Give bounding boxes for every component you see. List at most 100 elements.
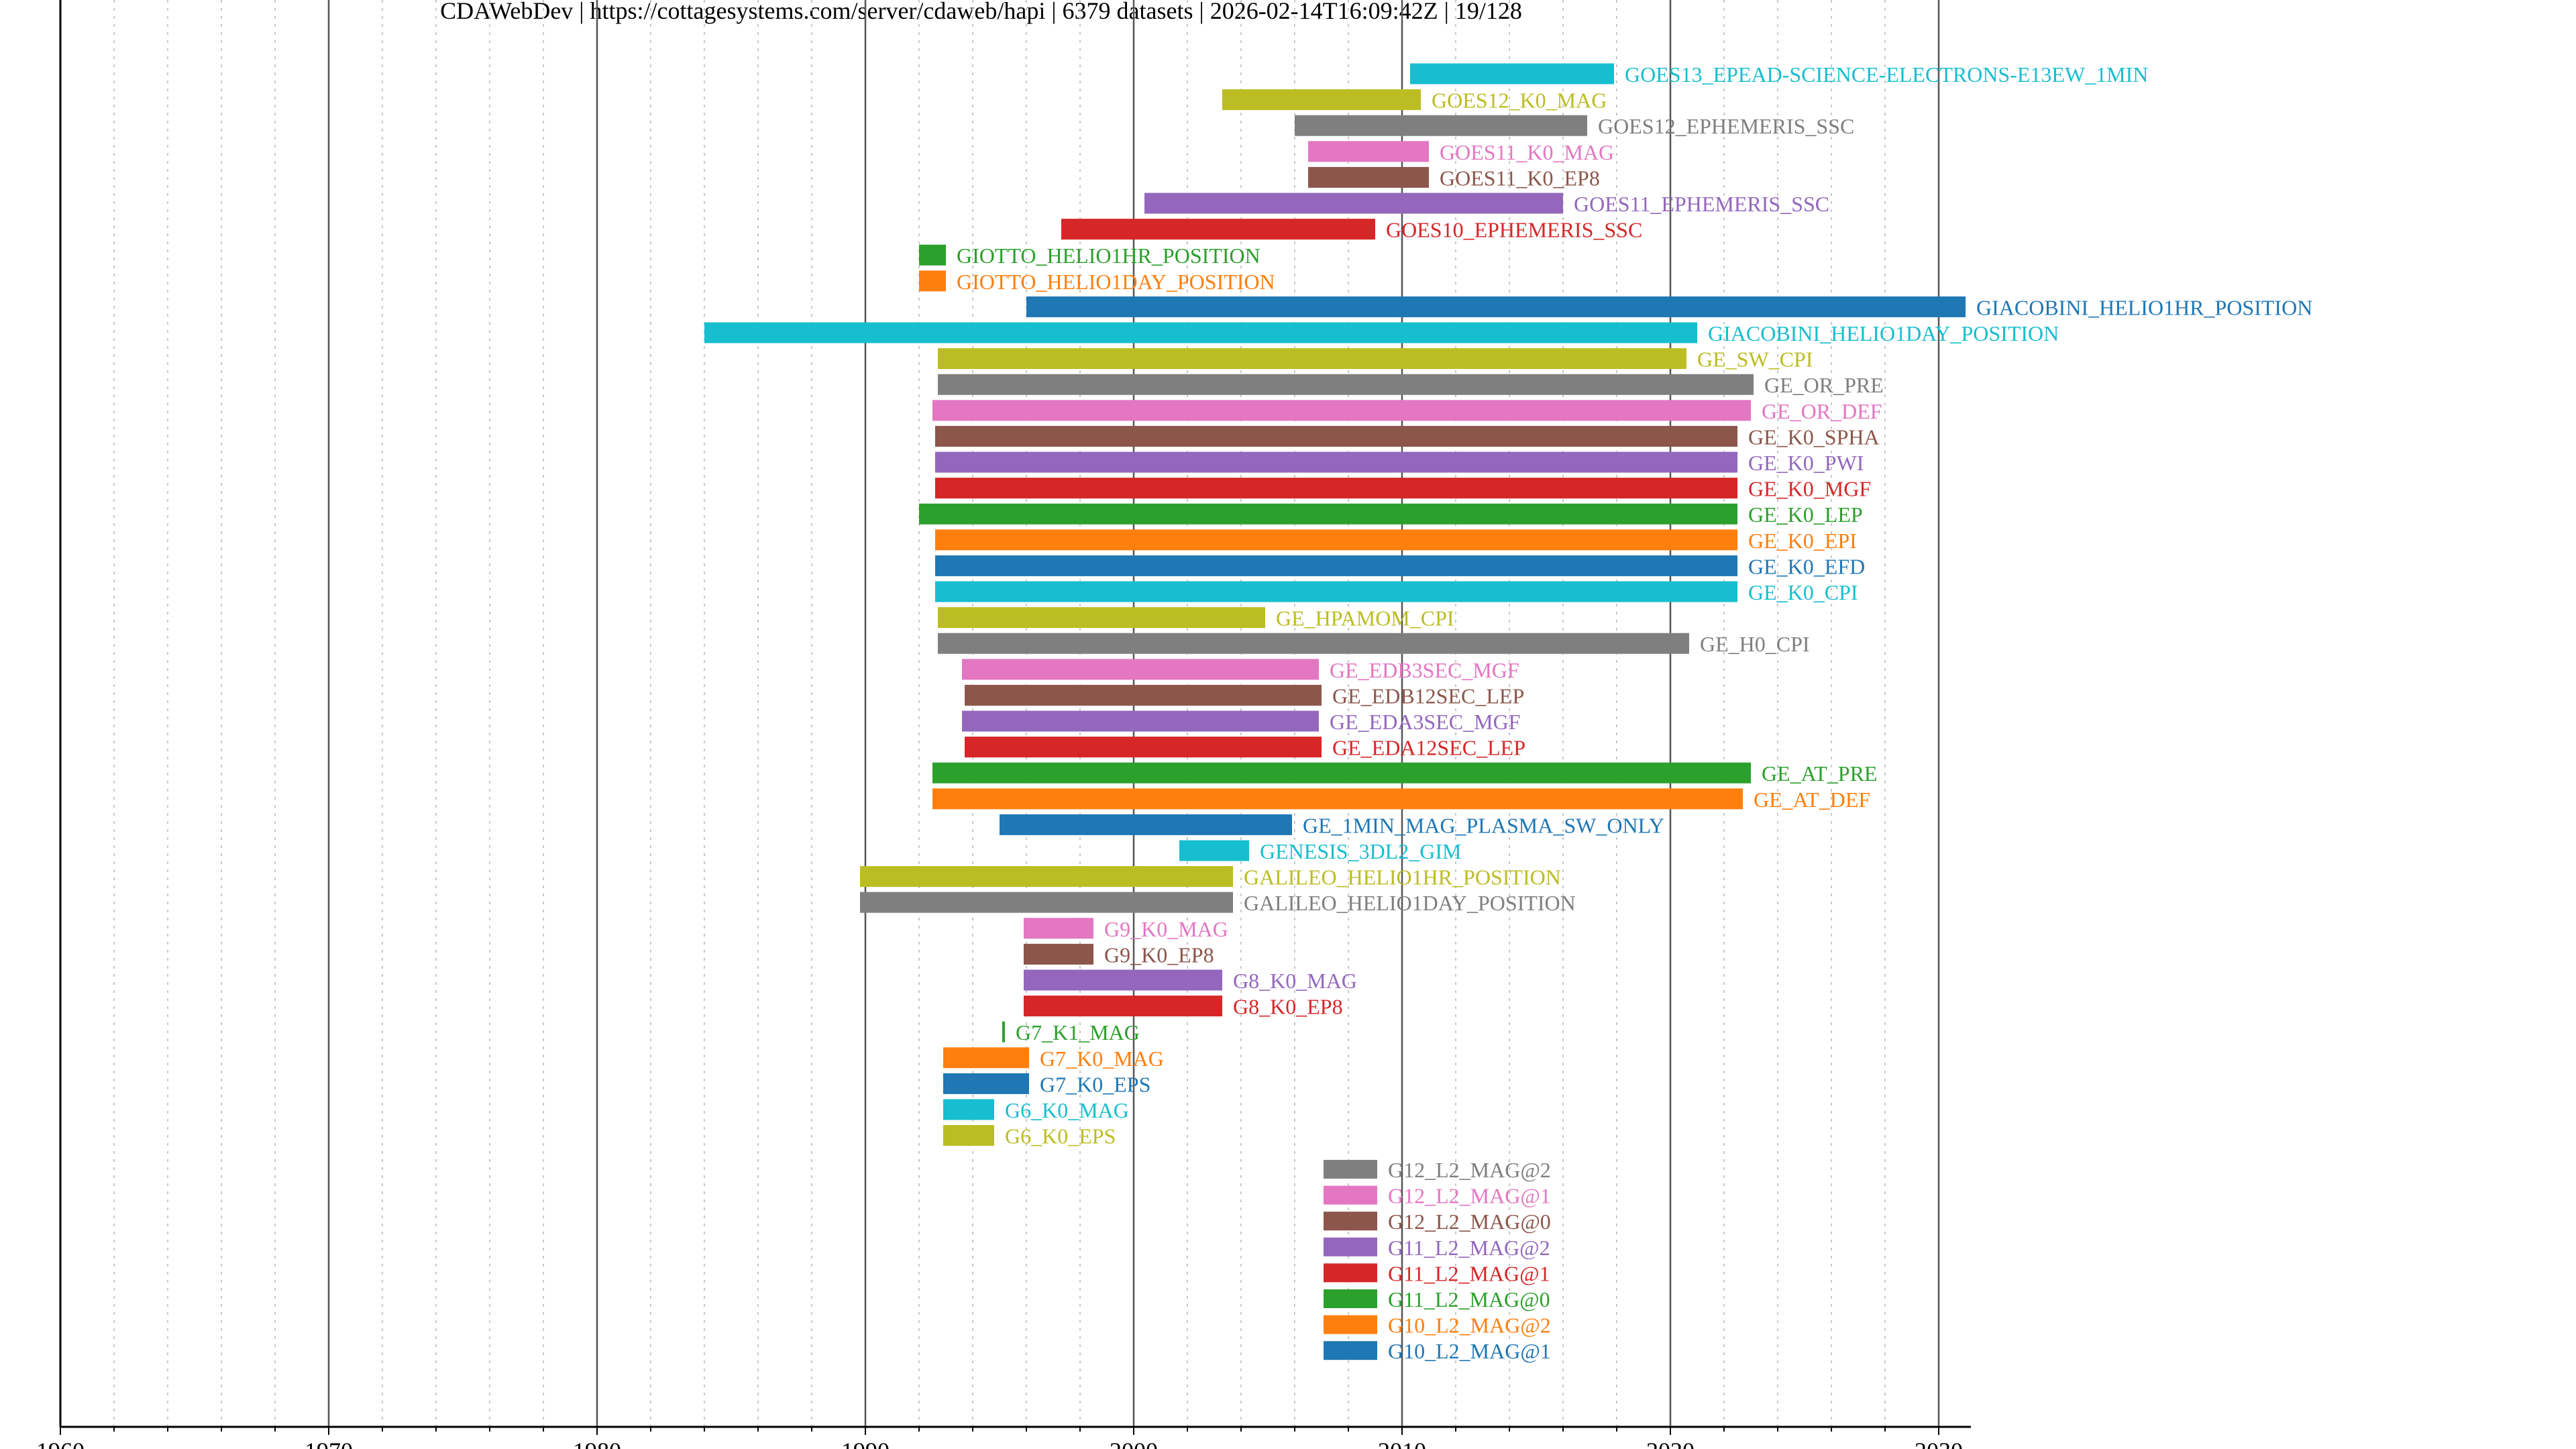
- dataset-bar[interactable]: [938, 633, 1689, 654]
- dataset-label: GENESIS_3DL2_GIM: [1260, 839, 1461, 863]
- dataset-label: GE_OR_PRE: [1764, 373, 1884, 397]
- dataset-bar[interactable]: [943, 1047, 1029, 1069]
- dataset-bar[interactable]: [1179, 840, 1249, 861]
- dataset-bar[interactable]: [860, 866, 1233, 888]
- dataset-bar[interactable]: [919, 244, 946, 266]
- x-tick-label: 1960: [36, 1438, 85, 1449]
- x-tick-label: 1970: [305, 1438, 353, 1449]
- dataset-label: G7_K0_MAG: [1040, 1046, 1164, 1071]
- dataset-label: GE_H0_CPI: [1700, 632, 1810, 656]
- dataset-bar[interactable]: [860, 892, 1233, 913]
- legend-swatch: [1324, 1315, 1377, 1334]
- dataset-label: GIACOBINI_HELIO1HR_POSITION: [1976, 295, 2312, 319]
- dataset-label: GIACOBINI_HELIO1DAY_POSITION: [1708, 321, 2059, 345]
- legend-label: G11_L2_MAG@2: [1388, 1236, 1550, 1260]
- legend: G12_L2_MAG@2G12_L2_MAG@1G12_L2_MAG@0G11_…: [1324, 1158, 1551, 1363]
- dataset-bar[interactable]: [943, 1073, 1029, 1094]
- dataset-bar[interactable]: [932, 762, 1751, 784]
- legend-swatch: [1324, 1341, 1377, 1360]
- legend-swatch: [1324, 1289, 1377, 1308]
- dataset-bar[interactable]: [965, 737, 1322, 758]
- dataset-label: G6_K0_EPS: [1005, 1124, 1116, 1148]
- dataset-bar[interactable]: [1002, 1021, 1005, 1042]
- dataset-label: GOES10_EPHEMERIS_SSC: [1386, 218, 1642, 242]
- bars-layer: [704, 63, 1966, 1146]
- dataset-bar[interactable]: [935, 451, 1737, 473]
- dataset-label: GE_EDA12SEC_LEP: [1332, 736, 1525, 760]
- dataset-label: GALILEO_HELIO1DAY_POSITION: [1244, 891, 1576, 915]
- dataset-bar[interactable]: [938, 607, 1265, 629]
- dataset-label: G9_K0_EP8: [1104, 943, 1214, 967]
- dataset-label: G7_K0_EPS: [1040, 1072, 1150, 1096]
- legend-label: G10_L2_MAG@1: [1388, 1339, 1551, 1363]
- dataset-bar[interactable]: [1024, 918, 1093, 939]
- dataset-label: GOES12_EPHEMERIS_SSC: [1598, 114, 1854, 138]
- dataset-bar[interactable]: [938, 374, 1754, 395]
- legend-label: G10_L2_MAG@2: [1388, 1313, 1551, 1338]
- legend-swatch: [1324, 1237, 1377, 1256]
- dataset-label: G7_K1_MAG: [1016, 1020, 1140, 1044]
- dataset-bar[interactable]: [1308, 141, 1429, 162]
- dataset-bar[interactable]: [935, 529, 1737, 551]
- dataset-label: GOES11_K0_EP8: [1440, 166, 1600, 190]
- dataset-label: G8_K0_MAG: [1233, 969, 1357, 993]
- x-tick-label: 2010: [1378, 1438, 1426, 1449]
- legend-label: G11_L2_MAG@1: [1388, 1261, 1550, 1285]
- x-tick-label: 2000: [1110, 1438, 1158, 1449]
- dataset-bar[interactable]: [919, 503, 1737, 525]
- chart-title: CDAWebDev | https://cottagesystems.com/s…: [440, 0, 1522, 24]
- dataset-label: GE_K0_MGF: [1748, 477, 1871, 501]
- dataset-bar[interactable]: [704, 322, 1697, 343]
- dataset-bar[interactable]: [1061, 219, 1375, 240]
- dataset-bar[interactable]: [943, 1099, 994, 1120]
- dataset-bar[interactable]: [1295, 115, 1587, 136]
- dataset-label: GOES11_K0_MAG: [1440, 140, 1614, 164]
- dataset-label: G9_K0_MAG: [1104, 917, 1228, 941]
- x-tick-label: 2030: [1915, 1438, 1963, 1449]
- dataset-bar[interactable]: [1024, 969, 1222, 991]
- dataset-bar[interactable]: [1410, 63, 1614, 85]
- dataset-bar[interactable]: [1026, 296, 1966, 317]
- dataset-label: GALILEO_HELIO1HR_POSITION: [1244, 865, 1561, 890]
- dataset-label: GE_AT_DEF: [1754, 788, 1870, 812]
- dataset-label: GOES12_K0_MAG: [1432, 89, 1607, 113]
- dataset-bar[interactable]: [935, 581, 1737, 602]
- dataset-bar[interactable]: [962, 659, 1319, 680]
- x-tick-label: 1980: [573, 1438, 621, 1449]
- dataset-bar[interactable]: [1144, 193, 1563, 214]
- dataset-bar[interactable]: [943, 1125, 994, 1146]
- legend-swatch: [1324, 1185, 1377, 1205]
- dataset-bar[interactable]: [919, 270, 946, 292]
- dataset-bar[interactable]: [1000, 814, 1292, 835]
- dataset-bar[interactable]: [1308, 166, 1429, 188]
- dataset-bar[interactable]: [962, 710, 1319, 732]
- dataset-bar[interactable]: [1024, 996, 1222, 1017]
- dataset-bar[interactable]: [938, 348, 1686, 370]
- dataset-label: G6_K0_MAG: [1005, 1098, 1129, 1122]
- dataset-label: GIOTTO_HELIO1HR_POSITION: [957, 244, 1260, 268]
- dataset-bar[interactable]: [965, 684, 1322, 706]
- dataset-label: GE_EDA3SEC_MGF: [1330, 710, 1520, 734]
- dataset-bar[interactable]: [935, 478, 1737, 499]
- dataset-bar[interactable]: [935, 425, 1737, 447]
- dataset-label: GE_AT_PRE: [1762, 761, 1877, 786]
- dataset-label: GE_HPAMOM_CPI: [1276, 606, 1454, 631]
- legend-label: G11_L2_MAG@0: [1388, 1287, 1550, 1311]
- dataset-label: GE_K0_PWI: [1748, 451, 1864, 475]
- dataset-label: GOES11_EPHEMERIS_SSC: [1574, 192, 1829, 216]
- dataset-label: GE_EDB12SEC_LEP: [1332, 684, 1524, 708]
- dataset-label: GE_EDB3SEC_MGF: [1330, 658, 1519, 682]
- dataset-bar[interactable]: [1222, 89, 1421, 111]
- dataset-bar[interactable]: [932, 788, 1743, 810]
- dataset-bar[interactable]: [1024, 943, 1093, 965]
- dataset-bar[interactable]: [932, 400, 1751, 421]
- legend-label: G12_L2_MAG@2: [1388, 1158, 1551, 1182]
- legend-label: G12_L2_MAG@0: [1388, 1210, 1551, 1234]
- dataset-label: GE_K0_CPI: [1748, 580, 1858, 604]
- dataset-label: GE_OR_DEF: [1762, 399, 1882, 423]
- x-tick-label: 1990: [841, 1438, 890, 1449]
- labels-layer: GOES13_EPEAD-SCIENCE-ELECTRONS-E13EW_1MI…: [957, 62, 2312, 1148]
- legend-label: G12_L2_MAG@1: [1388, 1184, 1551, 1208]
- dataset-bar[interactable]: [935, 555, 1737, 576]
